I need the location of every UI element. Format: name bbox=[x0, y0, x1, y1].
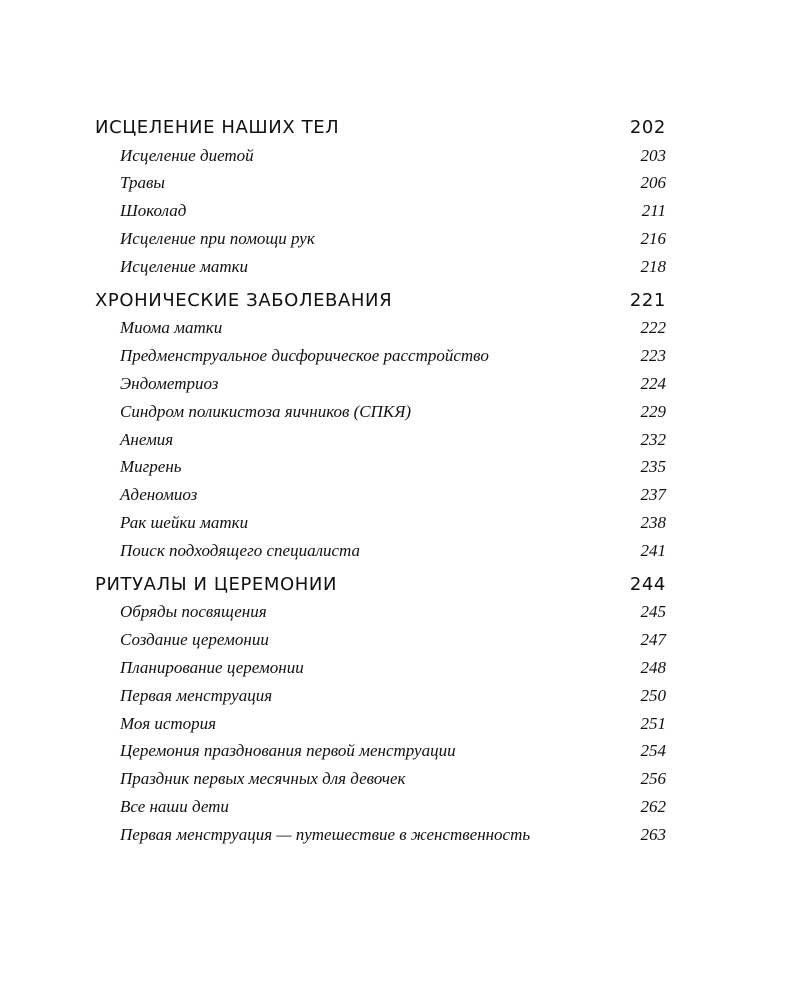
entry-title: Аденомиоз bbox=[120, 485, 198, 505]
entry-title: Церемония празднования первой менструаци… bbox=[120, 741, 456, 761]
entry-title: Первая менструация bbox=[120, 685, 273, 705]
entry-page-number: 229 bbox=[640, 401, 667, 421]
entry-page-number: 254 bbox=[640, 741, 667, 761]
entry-page-number: 206 bbox=[640, 173, 667, 193]
toc-entry[interactable]: Планирование церемонии 248 bbox=[95, 654, 666, 682]
entry-title: Исцеление матки bbox=[120, 256, 249, 276]
entry-title: Исцеление при помощи рук bbox=[120, 229, 315, 249]
entry-page-number: 262 bbox=[640, 797, 667, 817]
entry-page-number: 203 bbox=[640, 145, 667, 165]
entry-title: Моя история bbox=[120, 713, 217, 733]
entry-title: Мигрень bbox=[120, 457, 182, 477]
toc-entry[interactable]: Рак шейки матки 238 bbox=[95, 509, 666, 537]
toc-entry[interactable]: Анемия 232 bbox=[95, 426, 666, 454]
entry-page-number: 245 bbox=[640, 602, 667, 622]
entry-page-number: 238 bbox=[640, 513, 667, 533]
entry-title: Эндометриоз bbox=[120, 374, 219, 394]
toc-section: ХРОНИЧЕСКИЕ ЗАБОЛЕВАНИЯ 221 Миома матки … bbox=[95, 287, 666, 565]
entry-title: Травы bbox=[120, 173, 165, 193]
entry-page-number: 263 bbox=[640, 824, 667, 844]
entry-page-number: 251 bbox=[640, 713, 667, 733]
toc-entry[interactable]: Шоколад 211 bbox=[95, 197, 666, 225]
entry-page-number: 223 bbox=[640, 346, 667, 366]
toc-entry[interactable]: Миома матки 222 bbox=[95, 315, 666, 343]
entry-title: Первая менструация — путешествие в женст… bbox=[120, 824, 531, 844]
toc-entry[interactable]: Синдром поликистоза яичников (СПКЯ) 229 bbox=[95, 398, 666, 426]
heading-title: ХРОНИЧЕСКИЕ ЗАБОЛЕВАНИЯ bbox=[95, 290, 393, 312]
toc-entry[interactable]: Исцеление матки 218 bbox=[95, 253, 666, 281]
entry-page-number: 216 bbox=[640, 229, 667, 249]
entry-page-number: 256 bbox=[640, 769, 667, 789]
toc-entry[interactable]: Праздник первых месячных для девочек 256 bbox=[95, 765, 666, 793]
toc-entry[interactable]: Моя история 251 bbox=[95, 710, 666, 738]
toc-entry[interactable]: Исцеление диетой 203 bbox=[95, 142, 666, 170]
entry-title: Предменструальное дисфорическое расстрой… bbox=[120, 346, 489, 366]
heading-page-number: 221 bbox=[629, 290, 666, 312]
heading-title: РИТУАЛЫ И ЦЕРЕМОНИИ bbox=[95, 574, 338, 596]
entry-page-number: 248 bbox=[640, 658, 667, 678]
toc-section: РИТУАЛЫ И ЦЕРЕМОНИИ 244 Обряды посвящени… bbox=[95, 571, 666, 849]
entry-page-number: 247 bbox=[640, 630, 667, 650]
entry-title: Шоколад bbox=[120, 201, 187, 221]
toc-heading[interactable]: ИСЦЕЛЕНИЕ НАШИХ ТЕЛ 202 bbox=[95, 114, 666, 142]
entry-title: Синдром поликистоза яичников (СПКЯ) bbox=[120, 401, 412, 421]
entry-title: Анемия bbox=[120, 429, 174, 449]
toc-heading[interactable]: ХРОНИЧЕСКИЕ ЗАБОЛЕВАНИЯ 221 bbox=[95, 287, 666, 315]
entry-page-number: 232 bbox=[640, 429, 667, 449]
heading-title: ИСЦЕЛЕНИЕ НАШИХ ТЕЛ bbox=[95, 117, 340, 139]
entry-page-number: 222 bbox=[640, 318, 667, 338]
entry-page-number: 237 bbox=[640, 485, 667, 505]
toc-entry[interactable]: Обряды посвящения 245 bbox=[95, 599, 666, 627]
heading-page-number: 244 bbox=[629, 574, 666, 596]
entry-title: Поиск подходящего специалиста bbox=[120, 540, 361, 560]
entry-title: Обряды посвящения bbox=[120, 602, 267, 622]
toc-entry[interactable]: Первая менструация — путешествие в женст… bbox=[95, 821, 666, 849]
toc-entry[interactable]: Аденомиоз 237 bbox=[95, 481, 666, 509]
entry-title: Создание церемонии bbox=[120, 630, 269, 650]
entry-page-number: 211 bbox=[641, 201, 666, 221]
toc-entry[interactable]: Церемония празднования первой менструаци… bbox=[95, 738, 666, 766]
entry-title: Миома матки bbox=[120, 318, 223, 338]
entry-page-number: 235 bbox=[640, 457, 667, 477]
toc-entry[interactable]: Предменструальное дисфорическое расстрой… bbox=[95, 342, 666, 370]
toc-section: ИСЦЕЛЕНИЕ НАШИХ ТЕЛ 202 Исцеление диетой… bbox=[95, 114, 666, 281]
toc-entry[interactable]: Все наши дети 262 bbox=[95, 793, 666, 821]
entry-page-number: 218 bbox=[640, 256, 667, 276]
entry-page-number: 250 bbox=[640, 685, 667, 705]
toc-heading[interactable]: РИТУАЛЫ И ЦЕРЕМОНИИ 244 bbox=[95, 571, 666, 599]
toc-entry[interactable]: Первая менструация 250 bbox=[95, 682, 666, 710]
toc-entry[interactable]: Исцеление при помощи рук 216 bbox=[95, 225, 666, 253]
toc-entry[interactable]: Мигрень 235 bbox=[95, 454, 666, 482]
entry-title: Исцеление диетой bbox=[120, 145, 254, 165]
toc-entry[interactable]: Травы 206 bbox=[95, 170, 666, 198]
heading-page-number: 202 bbox=[629, 117, 666, 139]
entry-title: Все наши дети bbox=[120, 797, 229, 817]
toc-entry[interactable]: Поиск подходящего специалиста 241 bbox=[95, 537, 666, 565]
entry-page-number: 224 bbox=[640, 374, 667, 394]
table-of-contents: ИСЦЕЛЕНИЕ НАШИХ ТЕЛ 202 Исцеление диетой… bbox=[95, 114, 666, 855]
entry-title: Праздник первых месячных для девочек bbox=[120, 769, 406, 789]
entry-title: Планирование церемонии bbox=[120, 658, 304, 678]
entry-title: Рак шейки матки bbox=[120, 513, 249, 533]
toc-entry[interactable]: Создание церемонии 247 bbox=[95, 626, 666, 654]
toc-entry[interactable]: Эндометриоз 224 bbox=[95, 370, 666, 398]
entry-page-number: 241 bbox=[640, 540, 667, 560]
